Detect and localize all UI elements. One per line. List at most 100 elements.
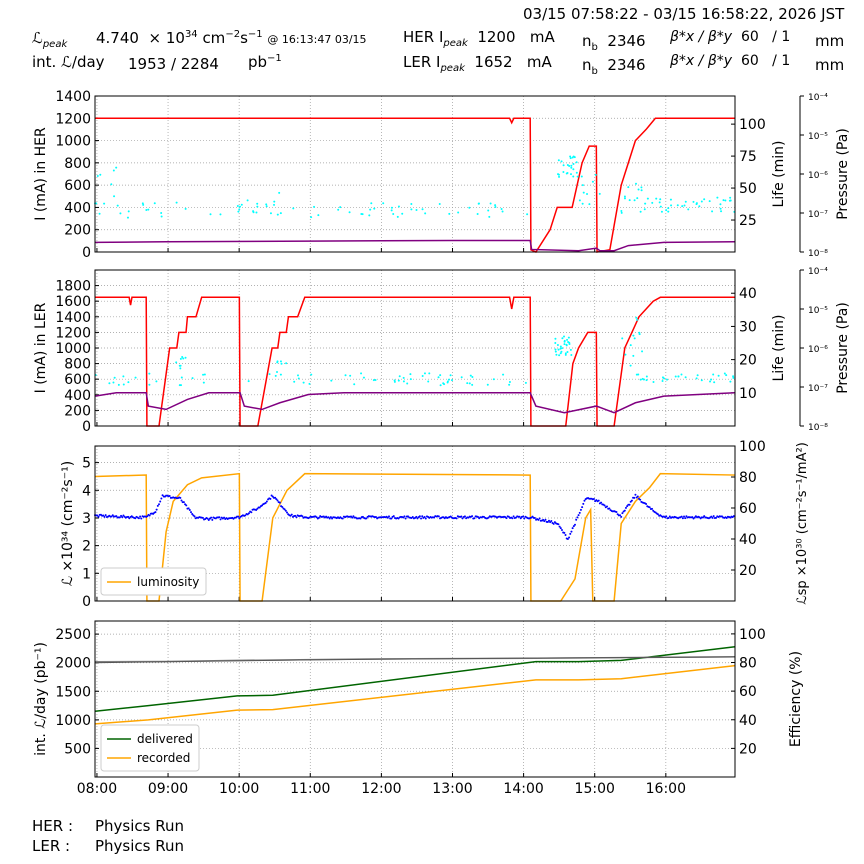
pressure-point bbox=[500, 207, 503, 210]
x-tick-label: 15:00 bbox=[575, 781, 615, 797]
pressure-point bbox=[423, 372, 426, 375]
pressure-point bbox=[410, 202, 413, 205]
pressure-point bbox=[236, 204, 239, 207]
pressure-point bbox=[179, 357, 182, 360]
lpeak-value: 4.740 × 1034 cm−2s−1 @ 16:13:47 03/15 bbox=[96, 29, 367, 47]
lsp-point bbox=[247, 512, 250, 515]
lsp-point bbox=[621, 512, 624, 515]
pressure-point bbox=[720, 210, 723, 213]
pressure-point bbox=[296, 374, 299, 377]
pressure-point bbox=[646, 197, 649, 200]
y2-tick-label: 20 bbox=[739, 563, 757, 579]
y-tick-label: 200 bbox=[64, 403, 91, 419]
y2-tick-label: 60 bbox=[739, 501, 757, 517]
pressure-point bbox=[524, 381, 527, 384]
pressure-point bbox=[700, 200, 703, 203]
pressure-point bbox=[652, 380, 655, 383]
life-line bbox=[94, 239, 736, 252]
lsp-point bbox=[148, 514, 151, 517]
pressure-point bbox=[624, 353, 627, 356]
pressure-point bbox=[202, 381, 205, 384]
pressure-point bbox=[620, 209, 623, 212]
y-tick-label: 200 bbox=[64, 223, 91, 239]
lsp-point bbox=[207, 519, 210, 522]
lsp-point bbox=[190, 511, 192, 514]
y2-axis-label: Life (min) bbox=[771, 314, 787, 381]
lsp-point bbox=[219, 518, 222, 521]
lsp-point bbox=[424, 517, 427, 520]
pressure-point bbox=[202, 373, 205, 376]
pressure-point bbox=[684, 376, 687, 379]
y2-tick-label: 100 bbox=[739, 627, 766, 643]
lsp-point bbox=[365, 517, 368, 520]
pressure-point bbox=[469, 374, 472, 377]
pressure-point bbox=[684, 200, 687, 203]
y-tick-label: 0 bbox=[82, 594, 91, 610]
lsp-point bbox=[571, 527, 574, 530]
lsp-point bbox=[255, 509, 258, 512]
pressure-point bbox=[636, 318, 639, 321]
pressure-point bbox=[372, 379, 375, 382]
pressure-point bbox=[683, 204, 686, 207]
pressure-point bbox=[620, 211, 623, 214]
pressure-point bbox=[276, 360, 279, 363]
lsp-point bbox=[668, 515, 671, 518]
pressure-point bbox=[406, 382, 409, 385]
pressure-point bbox=[560, 350, 563, 353]
pressure-point bbox=[641, 350, 644, 353]
legend-box bbox=[100, 567, 207, 596]
pressure-point bbox=[182, 357, 185, 360]
lsp-point bbox=[256, 507, 259, 510]
pressure-point bbox=[421, 208, 424, 211]
y-axis-label: I (mA) in HER bbox=[33, 127, 49, 221]
pressure-point bbox=[667, 210, 670, 213]
pressure-point bbox=[666, 378, 669, 381]
y2-axis-label: ℒsp ×10³⁰ (cm⁻²s⁻¹/mA²) bbox=[795, 442, 810, 605]
lsp-point bbox=[633, 496, 636, 499]
lsp-point bbox=[180, 499, 183, 502]
lsp-point bbox=[552, 522, 555, 525]
lsp-point bbox=[578, 511, 581, 514]
pressure-point bbox=[337, 208, 340, 211]
lsp-point bbox=[392, 515, 395, 518]
lsp-point bbox=[560, 528, 563, 531]
pressure-point bbox=[246, 199, 249, 202]
x-tick-label: 09:00 bbox=[148, 781, 188, 797]
x-tick-label: 10:00 bbox=[219, 781, 259, 797]
lsp-point bbox=[191, 513, 194, 516]
pressure-point bbox=[559, 352, 562, 355]
pressure-point bbox=[629, 364, 632, 367]
pressure-point bbox=[421, 375, 424, 378]
lsp-point bbox=[681, 517, 684, 520]
pressure-point bbox=[713, 381, 716, 384]
x-tick-label: 14:00 bbox=[503, 781, 543, 797]
pressure-point bbox=[566, 163, 569, 166]
lsp-point bbox=[505, 517, 508, 520]
pressure-tick-label: 10⁻⁵ bbox=[808, 132, 828, 142]
pressure-point bbox=[134, 376, 137, 379]
pressure-point bbox=[373, 207, 376, 210]
pressure-point bbox=[581, 184, 584, 187]
lsp-point bbox=[577, 514, 580, 517]
ler-peak: LER Ipeak 1652 mA bbox=[403, 53, 552, 74]
lsp-point bbox=[218, 516, 221, 519]
lsp-point bbox=[630, 499, 633, 502]
pressure-point bbox=[122, 383, 125, 386]
lsp-point bbox=[667, 516, 670, 519]
lsp-point bbox=[261, 504, 264, 507]
pressure-point bbox=[582, 191, 585, 194]
pressure-point bbox=[712, 373, 715, 376]
pressure-point bbox=[563, 340, 566, 343]
lsp-point bbox=[558, 525, 561, 528]
y2-axis-label: Efficiency (%) bbox=[788, 651, 804, 747]
pressure-point bbox=[276, 213, 279, 216]
lsp-point bbox=[519, 517, 522, 520]
lsp-point bbox=[507, 515, 510, 518]
lsp-point bbox=[295, 516, 298, 519]
pressure-point bbox=[687, 208, 690, 211]
pressure-point bbox=[562, 164, 565, 167]
pressure-point bbox=[178, 384, 181, 387]
y2-tick-label: 100 bbox=[739, 117, 766, 133]
luminosity-line bbox=[94, 472, 736, 602]
pressure-point bbox=[554, 337, 557, 340]
